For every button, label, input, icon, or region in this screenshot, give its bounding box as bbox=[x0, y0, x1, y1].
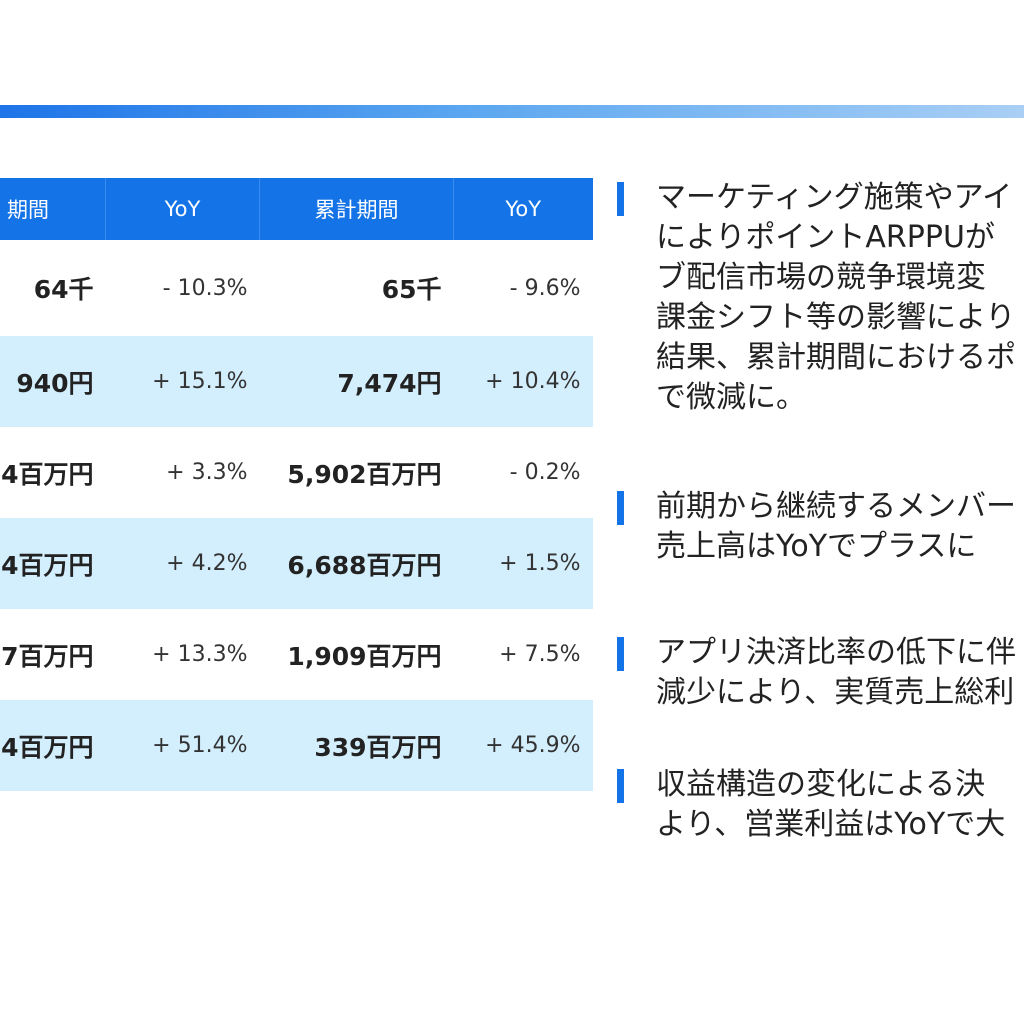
cumulative-yoy: + 45.9% bbox=[453, 700, 593, 791]
period-yoy: + 51.4% bbox=[105, 700, 260, 791]
header-yoy: YoY bbox=[105, 178, 260, 240]
cumulative-yoy: + 7.5% bbox=[499, 642, 581, 667]
period-value: 4百万円 bbox=[0, 700, 106, 791]
commentary-item: 収益構造の変化による決 より、営業利益はYoYで大 bbox=[617, 765, 1005, 845]
cumulative-yoy: - 9.6% bbox=[509, 275, 581, 301]
bullet-marker bbox=[617, 182, 624, 216]
commentary-text: 前期から継続するメンバー 売上高はYoYでプラスに bbox=[656, 487, 1016, 567]
bullet-marker bbox=[617, 637, 624, 671]
header-gradient-bar bbox=[0, 105, 1024, 118]
table-row: 4百万円 + 51.4% 339百万円 + 45.9% bbox=[0, 700, 593, 791]
cumulative-value: 7,474円 bbox=[259, 336, 454, 427]
period-yoy: + 4.2% bbox=[105, 518, 260, 609]
period-value: 4百万円 bbox=[1, 459, 94, 489]
table-header-row: 期間 YoY 累計期間 YoY bbox=[0, 178, 593, 240]
period-value: 4百万円 bbox=[0, 518, 106, 609]
period-yoy: + 15.1% bbox=[105, 336, 260, 427]
commentary-line: ブ配信市場の競争環境変 bbox=[656, 260, 986, 295]
cumulative-value: 339百万円 bbox=[259, 700, 454, 791]
period-value: 64千 bbox=[33, 275, 94, 304]
period-value: 940円 bbox=[0, 336, 106, 427]
commentary-line: によりポイントARPPUが bbox=[656, 220, 995, 255]
cumulative-value: 1,909百万円 bbox=[287, 641, 442, 671]
cumulative-value: 5,902百万円 bbox=[287, 459, 442, 489]
commentary-text: 収益構造の変化による決 より、営業利益はYoYで大 bbox=[656, 765, 1005, 845]
period-yoy: - 10.3% bbox=[162, 275, 248, 301]
commentary-line: 売上高はYoYでプラスに bbox=[656, 529, 977, 564]
commentary-line: で微減に。 bbox=[656, 380, 806, 415]
commentary-line: 課金シフト等の影響により bbox=[656, 300, 1016, 335]
commentary-line: 収益構造の変化による決 bbox=[656, 767, 986, 802]
cumulative-yoy: - 0.2% bbox=[509, 460, 581, 485]
table-row: 4百万円 + 4.2% 6,688百万円 + 1.5% bbox=[0, 518, 593, 609]
table-row: 4百万円 + 3.3% 5,902百万円 - 0.2% bbox=[0, 427, 593, 518]
header-period: 期間 bbox=[0, 178, 106, 240]
commentary-text: アプリ決済比率の低下に伴 減少により、実質売上総利 bbox=[656, 633, 1016, 713]
commentary-item: アプリ決済比率の低下に伴 減少により、実質売上総利 bbox=[617, 633, 1016, 713]
cumulative-yoy: + 1.5% bbox=[453, 518, 593, 609]
cumulative-value: 65千 bbox=[381, 275, 442, 304]
table-row: 64千 - 10.3% 65千 - 9.6% bbox=[0, 240, 593, 336]
commentary-text: マーケティング施策やアイ によりポイントARPPUが ブ配信市場の競争環境変 課… bbox=[656, 178, 1016, 418]
commentary-line: アプリ決済比率の低下に伴 bbox=[656, 635, 1016, 670]
commentary-line: 結果、累計期間におけるポ bbox=[656, 340, 1016, 375]
commentary-item: マーケティング施策やアイ によりポイントARPPUが ブ配信市場の競争環境変 課… bbox=[617, 178, 1016, 418]
table-row: 940円 + 15.1% 7,474円 + 10.4% bbox=[0, 336, 593, 427]
bullet-marker bbox=[617, 491, 624, 525]
period-value: 7百万円 bbox=[1, 641, 94, 671]
period-yoy: + 13.3% bbox=[152, 642, 248, 667]
header-cumulative: 累計期間 bbox=[259, 178, 454, 240]
bullet-marker bbox=[617, 769, 624, 803]
commentary-line: 減少により、実質売上総利 bbox=[656, 675, 1015, 710]
commentary-line: より、営業利益はYoYで大 bbox=[656, 807, 1006, 842]
commentary-item: 前期から継続するメンバー 売上高はYoYでプラスに bbox=[617, 487, 1016, 567]
commentary-line: マーケティング施策やアイ bbox=[656, 180, 1013, 215]
period-yoy: + 3.3% bbox=[166, 460, 248, 485]
kpi-table: 期間 YoY 累計期間 YoY 64千 - 10.3% 65千 - 9.6% 9… bbox=[0, 178, 593, 791]
header-yoy-cumulative: YoY bbox=[453, 178, 593, 240]
commentary-line: 前期から継続するメンバー bbox=[656, 489, 1016, 524]
cumulative-yoy: + 10.4% bbox=[453, 336, 593, 427]
cumulative-value: 6,688百万円 bbox=[259, 518, 454, 609]
table-row: 7百万円 + 13.3% 1,909百万円 + 7.5% bbox=[0, 609, 593, 700]
